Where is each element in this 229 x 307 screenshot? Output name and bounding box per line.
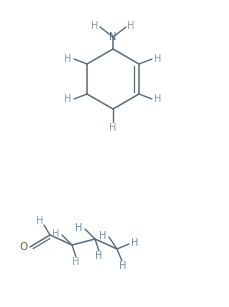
Text: H: H bbox=[64, 94, 71, 104]
Text: H: H bbox=[154, 54, 161, 64]
Text: H: H bbox=[119, 261, 126, 271]
Text: H: H bbox=[72, 257, 79, 267]
Text: H: H bbox=[64, 54, 71, 64]
Text: H: H bbox=[36, 216, 44, 226]
Text: O: O bbox=[19, 242, 27, 252]
Text: H: H bbox=[91, 21, 98, 31]
Text: N: N bbox=[109, 32, 116, 42]
Text: H: H bbox=[99, 231, 106, 241]
Text: H: H bbox=[95, 251, 102, 261]
Text: H: H bbox=[75, 223, 82, 233]
Text: H: H bbox=[109, 123, 116, 133]
Text: H: H bbox=[52, 229, 60, 239]
Text: H: H bbox=[131, 238, 138, 248]
Text: H: H bbox=[127, 21, 134, 31]
Text: H: H bbox=[154, 94, 161, 104]
